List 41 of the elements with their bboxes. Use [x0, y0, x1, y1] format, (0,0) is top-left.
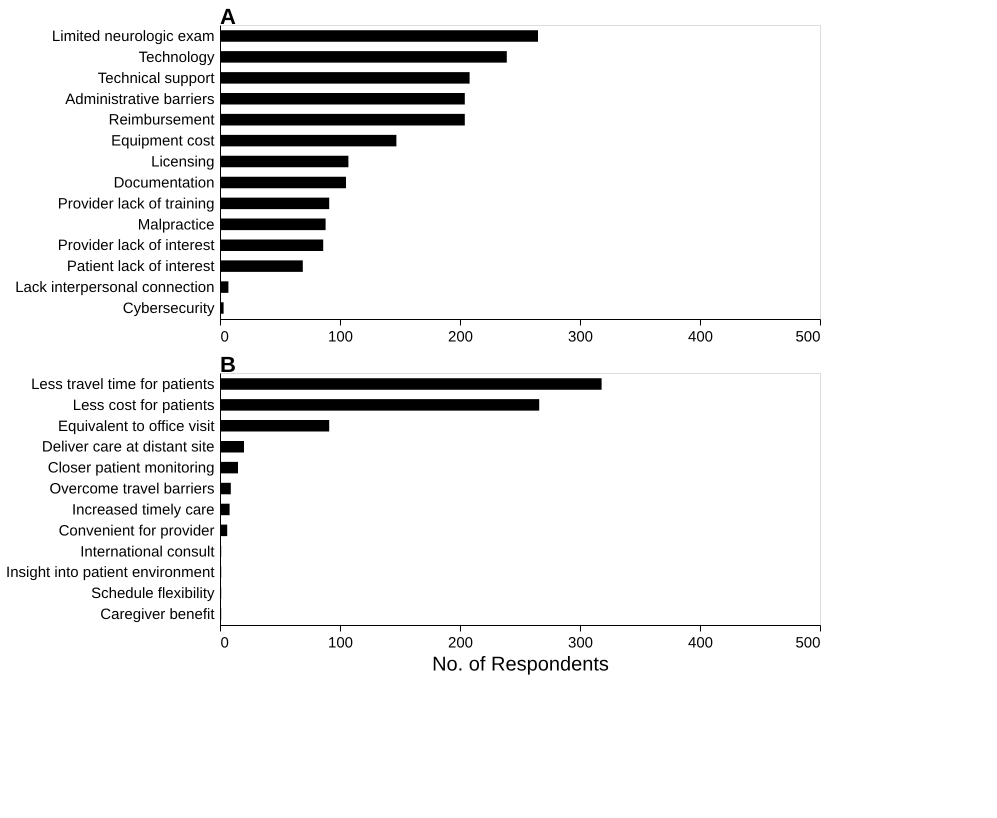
y-tick-label: Provider lack of interest [58, 237, 216, 254]
y-tick-label: Reimbursement [108, 112, 216, 129]
x-tick-label: 0 [220, 328, 229, 346]
x-tick-label: 300 [568, 634, 594, 652]
chart-title: A [220, 4, 236, 29]
y-tick-label: Schedule flexibility [91, 585, 215, 602]
chart-title: B [220, 352, 236, 377]
x-tick-label: 300 [568, 328, 594, 346]
x-tick-label: 500 [795, 328, 820, 346]
x-tick-label: 200 [448, 634, 474, 652]
y-tick-label: Administrative barriers [65, 90, 214, 108]
y-tick-label: Insight into patient environment [6, 564, 216, 582]
y-tick-label: International consult [80, 543, 216, 560]
y-tick-label: Provider lack of training [58, 195, 214, 212]
y-tick-label: Overcome travel barriers [49, 480, 214, 498]
y-tick-label: Limited neurologic exam [52, 28, 214, 45]
x-axis-title: No. of Respondents [432, 654, 609, 676]
x-tick-label: 100 [328, 328, 354, 346]
x-tick-label: 200 [448, 328, 474, 346]
y-tick-label: Less travel time for patients [31, 376, 214, 393]
y-tick-label: Lack interpersonal connection [15, 279, 214, 296]
x-tick-label: 500 [795, 634, 820, 652]
y-tick-label: Technology [138, 48, 215, 66]
y-tick-label: Equipment cost [111, 132, 216, 150]
y-tick-label: Documentation [114, 174, 214, 192]
y-tick-label: Increased timely care [72, 501, 214, 518]
y-tick-label: Cybersecurity [122, 300, 215, 318]
y-tick-label: Deliver care at distant site [42, 438, 214, 456]
y-tick-label: Closer patient monitoring [48, 460, 214, 477]
y-tick-label: Malpractice [138, 216, 214, 234]
x-tick-label: 0 [220, 634, 229, 652]
y-tick-label: Less cost for patients [72, 396, 214, 414]
y-tick-label: Caregiver benefit [100, 606, 216, 624]
y-tick-label: Equivalent to office visit [58, 418, 216, 435]
y-tick-label: Licensing [151, 154, 214, 171]
x-tick-label: 400 [688, 328, 714, 346]
x-tick-label: 100 [328, 634, 354, 652]
y-tick-label: Technical support [98, 70, 216, 87]
y-tick-label: Convenient for provider [58, 522, 214, 540]
x-tick-label: 400 [688, 634, 714, 652]
y-tick-label: Patient lack of interest [66, 258, 216, 276]
